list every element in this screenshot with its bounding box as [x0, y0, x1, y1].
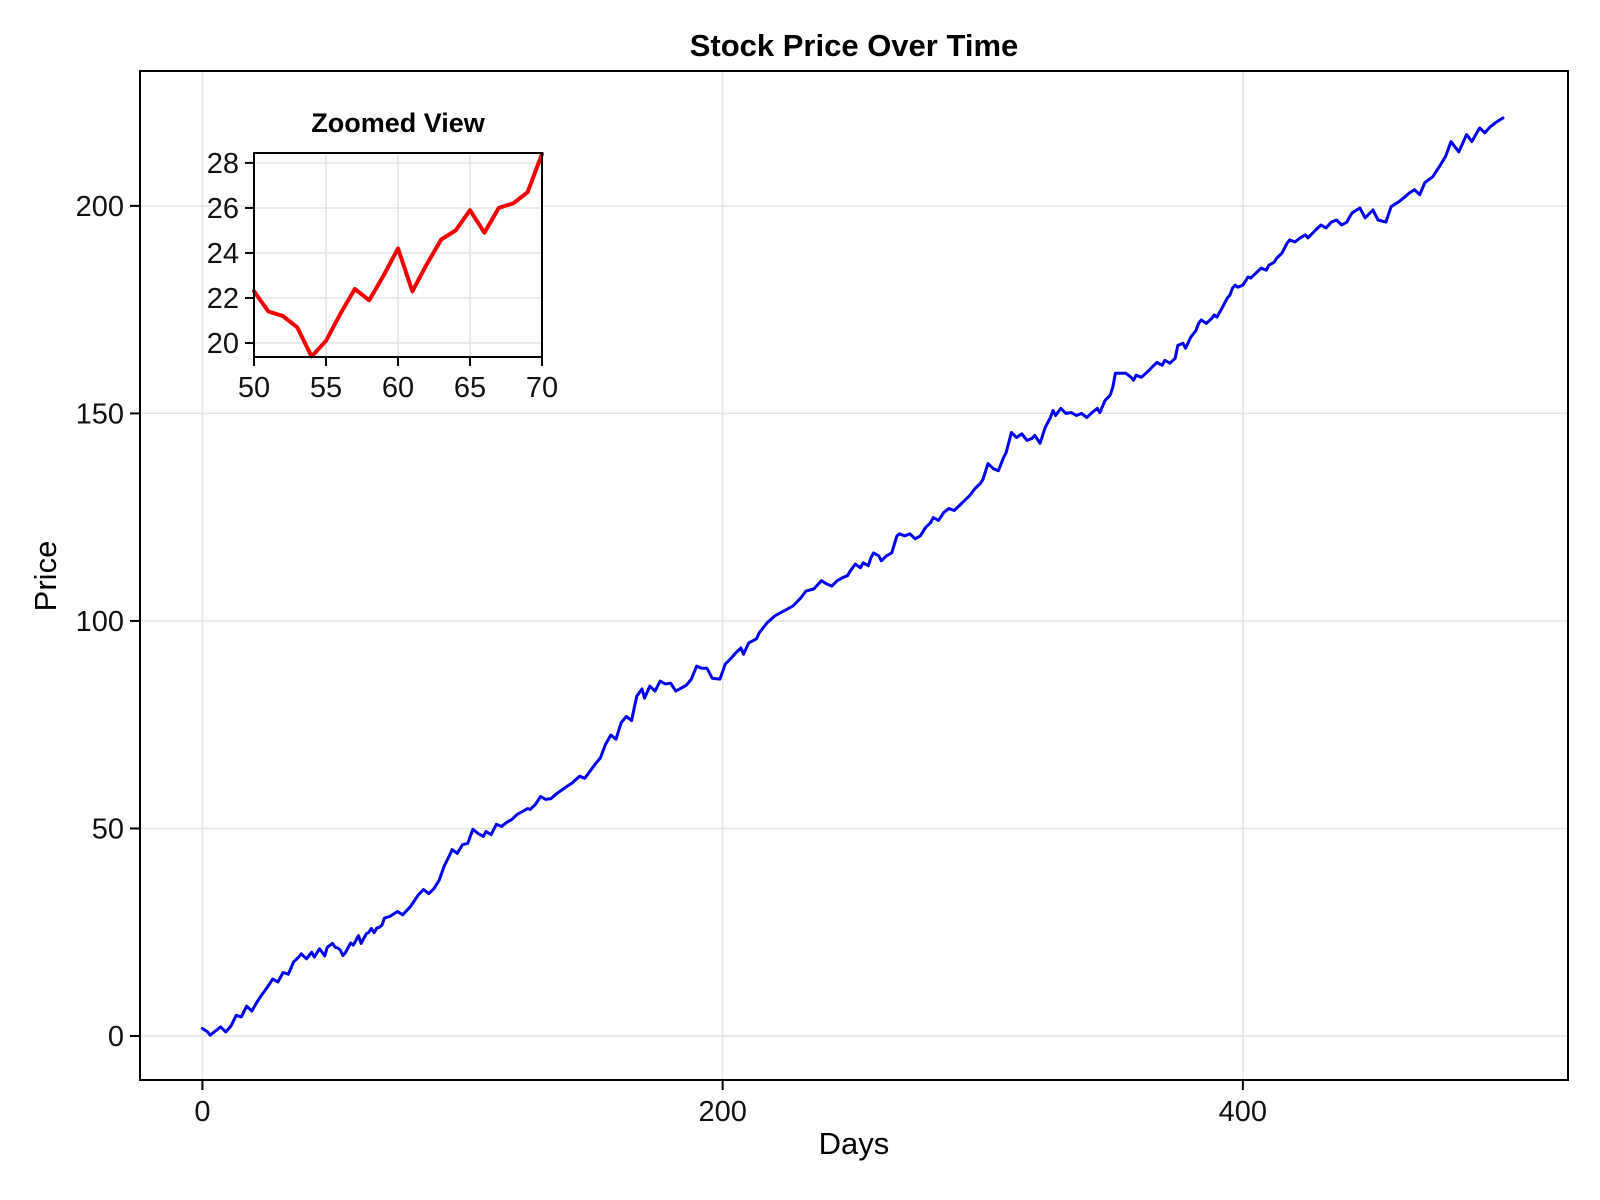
inset-tick-label-y: 28 — [207, 148, 239, 180]
main-plot-frame — [139, 70, 1569, 1081]
main-price-line — [200, 116, 1505, 1037]
main-tick-label-x: 400 — [1219, 1096, 1267, 1128]
inset-tick-label-x: 60 — [382, 372, 414, 404]
main-tick-label-y: 50 — [92, 814, 124, 846]
inset-tick-label-x: 65 — [454, 372, 486, 404]
main-tick-label-x: 0 — [194, 1096, 210, 1128]
inset-tick-label-x: 50 — [238, 372, 270, 404]
inset-tick-label-y: 22 — [207, 283, 239, 315]
main-tick-label-y: 100 — [76, 606, 124, 638]
main-tick-label-y: 0 — [108, 1021, 124, 1053]
inset-tick-label-y: 24 — [207, 238, 239, 270]
inset-price-zoom-line — [252, 151, 544, 359]
inset-tick-label-y: 20 — [207, 328, 239, 360]
chart-title: Stock Price Over Time — [689, 28, 1019, 63]
inset-tick-label-x: 55 — [310, 372, 342, 404]
x-axis-label: Days — [818, 1126, 890, 1161]
main-tick-label-y: 150 — [76, 399, 124, 431]
y-axis-label: Price — [28, 540, 63, 612]
inset-title: Zoomed View — [311, 108, 485, 138]
inset-tick-label-x: 70 — [526, 372, 558, 404]
main-tick-label-x: 200 — [698, 1096, 746, 1128]
inset-tick-label-y: 26 — [207, 193, 239, 225]
main-tick-label-y: 200 — [76, 191, 124, 223]
